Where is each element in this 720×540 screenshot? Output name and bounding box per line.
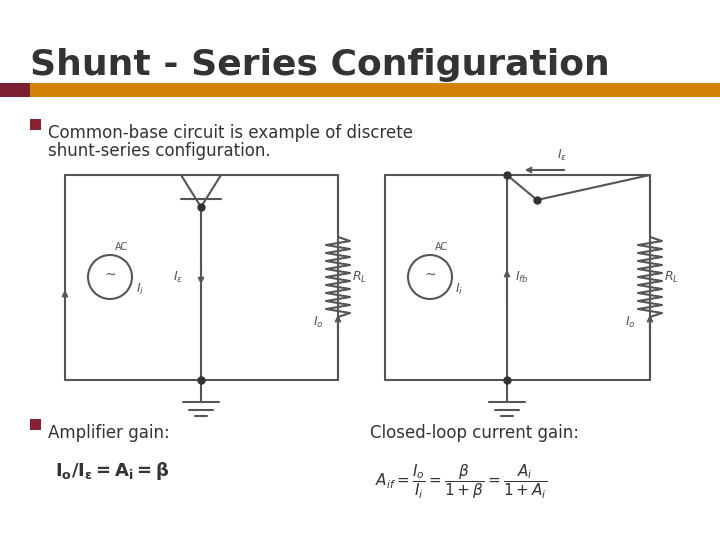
Text: $A_{if} = \dfrac{I_o}{I_i} = \dfrac{\beta}{1+\beta} = \dfrac{A_i}{1+A_i}$: $A_{if} = \dfrac{I_o}{I_i} = \dfrac{\bet…	[375, 462, 547, 501]
Text: $I_o$: $I_o$	[313, 314, 324, 329]
Bar	[30, 83, 720, 97]
Bar	[30, 119, 41, 130]
Text: $I_\varepsilon$: $I_\varepsilon$	[557, 147, 567, 163]
Text: $I_\varepsilon$: $I_\varepsilon$	[173, 269, 183, 285]
Text: $\mathbf{I_o / I_\varepsilon = A_i = \beta}$: $\mathbf{I_o / I_\varepsilon = A_i = \be…	[55, 460, 169, 482]
Text: Amplifier gain:: Amplifier gain:	[48, 424, 170, 442]
Text: $I_i$: $I_i$	[455, 281, 463, 296]
Bar	[0, 83, 30, 97]
Bar	[30, 419, 41, 430]
Text: $I_{fb}$: $I_{fb}$	[515, 269, 529, 285]
Text: $R_L$: $R_L$	[352, 269, 367, 285]
Text: Closed-loop current gain:: Closed-loop current gain:	[370, 424, 579, 442]
Text: shunt-series configuration.: shunt-series configuration.	[48, 142, 271, 160]
Text: AC: AC	[115, 242, 128, 252]
Text: Shunt - Series Configuration: Shunt - Series Configuration	[30, 48, 610, 82]
Text: ~: ~	[104, 268, 116, 282]
Text: Common-base circuit is example of discrete: Common-base circuit is example of discre…	[48, 124, 413, 142]
Text: $I_i$: $I_i$	[136, 281, 144, 296]
Text: AC: AC	[435, 242, 449, 252]
Text: $R_L$: $R_L$	[664, 269, 679, 285]
Text: $I_o$: $I_o$	[626, 314, 636, 329]
Text: ~: ~	[424, 268, 436, 282]
